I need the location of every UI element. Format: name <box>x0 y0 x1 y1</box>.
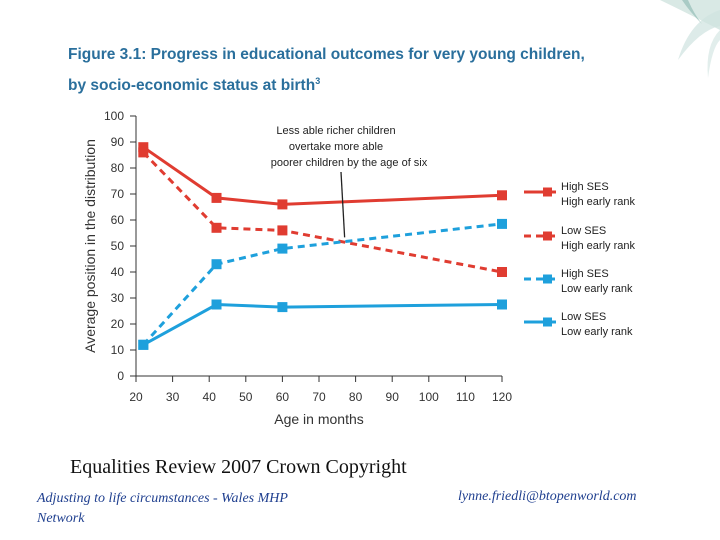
legend-label: Low SES <box>561 225 606 237</box>
legend-swatch-marker <box>543 231 552 241</box>
axes: 20 30 40 50 60 70 80 90 100 110 120 0 10 20 30 40 50 60 70… <box>82 109 512 427</box>
y-tick-label: 50 <box>111 239 125 253</box>
chart: 20 30 40 50 60 70 80 90 100 110 120 0 10 20 30 40 50 60 70… <box>82 109 635 427</box>
y-tick-label: 20 <box>111 317 125 331</box>
y-tick-label: 100 <box>104 109 124 123</box>
y-tick-label: 80 <box>111 161 125 175</box>
data-point <box>497 190 507 201</box>
legend-label: High SES <box>561 268 609 280</box>
data-point <box>211 192 222 203</box>
x-tick-label: 50 <box>239 390 253 404</box>
figure-title: Figure 3.1: Progress in educational outc… <box>68 42 628 99</box>
footer-email: lynne.friedli@btopenworld.com <box>458 489 637 504</box>
annotation-text: poorer children by the age of six <box>271 157 428 169</box>
data-point <box>497 218 507 229</box>
legend-swatch-marker <box>543 187 552 197</box>
legend-swatch-marker <box>543 274 552 284</box>
legend-label: High SES <box>561 181 609 193</box>
y-tick-label: 90 <box>111 135 125 149</box>
y-tick-label: 40 <box>111 265 125 279</box>
x-tick-label: 90 <box>386 390 400 404</box>
y-tick-label: 0 <box>117 369 124 383</box>
annotation-text: Less able richer children <box>276 125 395 137</box>
annotation-arrow <box>340 171 346 238</box>
data-point <box>211 299 222 310</box>
series-line-2 <box>142 222 503 346</box>
footer-left-text: Adjusting to life circumstances - Wales … <box>37 491 288 526</box>
x-tick-label: 20 <box>129 390 143 404</box>
legend-swatch-marker <box>543 317 552 327</box>
legend-label: Low early rank <box>561 283 633 295</box>
annotation-layer: Less able richer children overtake more a… <box>271 125 428 238</box>
data-point <box>138 142 149 153</box>
x-tick-label: 110 <box>456 390 475 404</box>
y-tick-label: 30 <box>111 291 125 305</box>
legend-label: Low early rank <box>561 326 633 338</box>
data-point <box>277 243 288 254</box>
x-tick-label: 70 <box>312 390 326 404</box>
x-tick-label: 100 <box>419 390 439 404</box>
y-tick-label: 60 <box>111 213 125 227</box>
figure-title-line2: by socio-economic status at birth3 <box>68 68 628 99</box>
series-line-0 <box>142 145 503 206</box>
legend: High SES High early rank Low SES High early… <box>524 181 635 338</box>
x-tick-label: 80 <box>349 390 363 404</box>
data-point <box>138 339 149 350</box>
series-line-1 <box>142 151 503 274</box>
x-tick-label: 120 <box>492 390 512 404</box>
y-axis-label: Average position in the distribution <box>82 139 98 353</box>
series-line-3 <box>142 302 503 347</box>
legend-label: Low SES <box>561 311 606 323</box>
data-point <box>211 222 222 233</box>
y-tick-label: 10 <box>111 343 125 357</box>
figure-title-line1: Figure 3.1: Progress in educational outc… <box>68 46 585 63</box>
x-tick-label: 40 <box>203 390 217 404</box>
data-point <box>138 147 149 158</box>
data-point <box>277 225 288 236</box>
x-tick-label: 60 <box>276 390 290 404</box>
caption: Equalities Review 2007 Crown Copyright <box>70 456 407 478</box>
y-tick-label: 70 <box>111 187 125 201</box>
series-layer <box>138 142 507 350</box>
legend-label: High early rank <box>561 240 635 252</box>
figure-title-line2-text: by socio-economic status at birth <box>68 77 316 95</box>
palm-leaf-decoration <box>660 0 720 78</box>
data-point <box>277 302 288 313</box>
data-point <box>211 259 222 270</box>
x-tick-label: 30 <box>166 390 180 404</box>
x-axis-label: Age in months <box>274 411 364 427</box>
annotation-text: overtake more able <box>289 141 383 153</box>
footnote-marker: 3 <box>315 76 321 86</box>
data-point <box>497 267 507 277</box>
data-point <box>497 299 507 310</box>
data-point <box>277 199 288 210</box>
legend-label: High early rank <box>561 196 635 208</box>
